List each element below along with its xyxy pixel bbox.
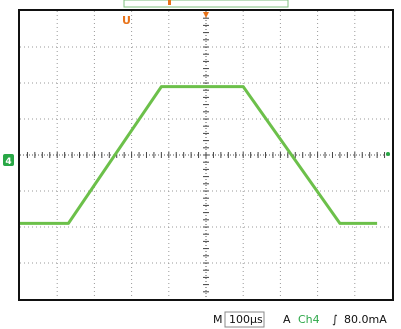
status-bar: M 100µs A Ch4 ∫ 80.0mA bbox=[213, 311, 387, 328]
status-trigger-level: 80.0mA bbox=[344, 313, 387, 326]
trigger-marker: U bbox=[122, 14, 131, 27]
graticule bbox=[18, 9, 394, 301]
status-trigger-channel: Ch4 bbox=[298, 313, 320, 326]
timebase-box bbox=[224, 311, 265, 328]
top-readout-box bbox=[123, 0, 289, 8]
status-trigger-type: A bbox=[283, 313, 291, 326]
waveform-trace bbox=[20, 85, 378, 225]
center-axes bbox=[20, 11, 392, 299]
channel-marker-label: 4 bbox=[5, 157, 11, 167]
right-edge-marker-icon bbox=[386, 152, 390, 156]
trigger-position-tick bbox=[168, 0, 171, 5]
trigger-arrow-icon bbox=[203, 12, 209, 18]
status-mode: M bbox=[213, 313, 223, 326]
trigger-slope-icon: ∫ bbox=[332, 313, 338, 326]
status-timebase: 100µs bbox=[229, 313, 263, 326]
channel-ground-marker: 4 bbox=[3, 154, 14, 167]
